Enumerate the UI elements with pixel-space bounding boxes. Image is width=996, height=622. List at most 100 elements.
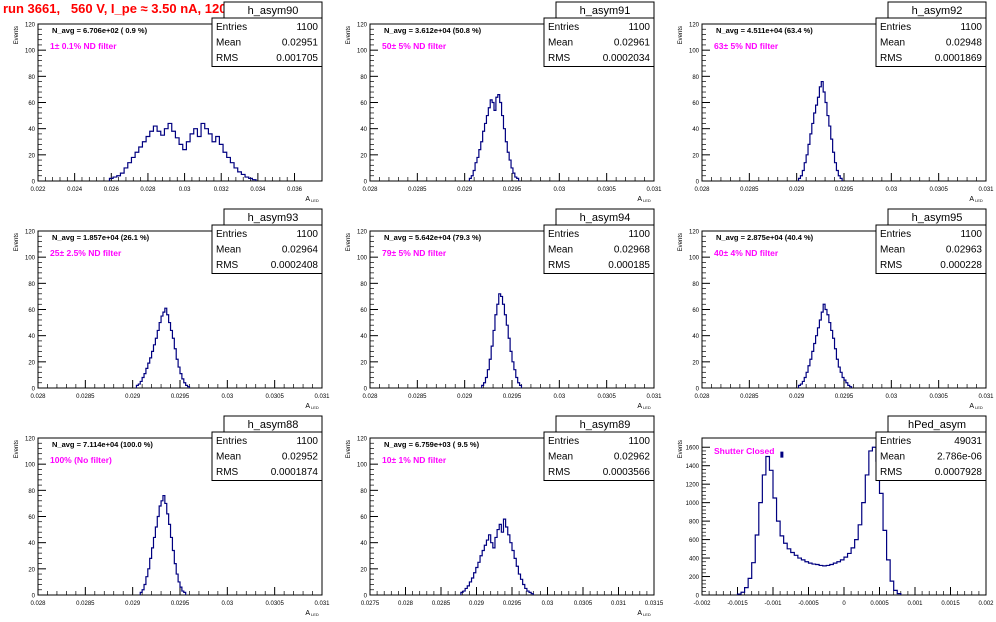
histogram-line bbox=[736, 446, 902, 595]
stats-box bbox=[875, 224, 987, 274]
x-tick-label: 0.03 bbox=[179, 187, 191, 193]
y-axis-label: Events bbox=[346, 233, 352, 251]
y-axis-label: Events bbox=[678, 26, 684, 44]
histogram-pad: 0 20 40 60 80 100 120 0.028 0.0285 0.029 0.0295 0.0… bbox=[678, 208, 994, 410]
stats-value: 0.02961 bbox=[614, 38, 651, 49]
stats-title: h_asym88 bbox=[248, 419, 299, 431]
y-tick-label: 20 bbox=[692, 153, 699, 159]
stats-box bbox=[211, 224, 323, 274]
x-tick-label: 0.029 bbox=[469, 601, 485, 607]
y-tick-label: 60 bbox=[360, 515, 367, 521]
navg-label: N_avg = 6.706e+02 ( 0.9 %) bbox=[52, 26, 148, 35]
stats-value: 0.02963 bbox=[946, 245, 983, 256]
stats-label: Mean bbox=[880, 38, 905, 49]
x-tick-label: 0.029 bbox=[125, 394, 141, 400]
x-tick-label: -0.001 bbox=[764, 601, 782, 607]
y-tick-label: 0 bbox=[696, 180, 700, 186]
x-tick-label: 0.028 bbox=[362, 394, 378, 400]
filter-label: 40± 4% ND filter bbox=[714, 248, 779, 258]
y-axis-label: Events bbox=[678, 233, 684, 251]
x-tick-label: 0.0305 bbox=[574, 601, 593, 607]
stats-value: 1100 bbox=[296, 22, 318, 33]
x-tick-label: 0.03 bbox=[221, 601, 233, 607]
x-tick-label: 0.0305 bbox=[597, 394, 616, 400]
filter-label: 1± 0.1% ND filter bbox=[50, 41, 117, 51]
histogram-line bbox=[460, 518, 534, 595]
y-tick-label: 80 bbox=[28, 489, 35, 495]
stats-value: 1100 bbox=[628, 436, 650, 447]
histogram-line bbox=[797, 303, 853, 388]
stats-label: Entries bbox=[880, 229, 911, 240]
y-tick-label: 100 bbox=[25, 463, 36, 469]
histogram-pad: 0 20 40 60 80 100 120 0.028 0.0285 0.029 0.0295 0.0… bbox=[14, 415, 330, 617]
y-tick-label: 400 bbox=[689, 557, 700, 563]
y-tick-label: 20 bbox=[28, 153, 35, 159]
stats-value: 1100 bbox=[628, 229, 650, 240]
y-tick-label: 80 bbox=[28, 75, 35, 81]
stats-label: Entries bbox=[880, 22, 911, 33]
x-tick-label: 0.0285 bbox=[408, 187, 427, 193]
stats-label: RMS bbox=[880, 260, 903, 271]
x-tick-label: 0.024 bbox=[67, 187, 83, 193]
y-tick-label: 40 bbox=[28, 127, 35, 133]
y-tick-label: 80 bbox=[360, 75, 367, 81]
filter-label: 100% (No filter) bbox=[50, 455, 112, 465]
x-tick-label: 0.0305 bbox=[597, 187, 616, 193]
x-axis-label: A bbox=[305, 196, 310, 203]
stats-value: 0.001705 bbox=[276, 53, 318, 64]
y-tick-label: 60 bbox=[360, 308, 367, 314]
x-tick-label: 0.029 bbox=[789, 394, 805, 400]
stats-label: Mean bbox=[216, 452, 241, 463]
histogram-line bbox=[797, 80, 843, 181]
y-tick-label: 1600 bbox=[686, 446, 700, 452]
x-tick-label: -0.0015 bbox=[727, 601, 748, 607]
y-tick-label: 40 bbox=[28, 541, 35, 547]
stats-value: 0.0003566 bbox=[603, 467, 651, 478]
x-tick-label: 0.0285 bbox=[432, 601, 451, 607]
stats-box bbox=[211, 17, 323, 67]
x-tick-label: 0.0295 bbox=[503, 187, 522, 193]
histogram-line bbox=[108, 122, 257, 181]
y-tick-label: 0 bbox=[696, 387, 700, 393]
x-tick-label: 0.029 bbox=[457, 187, 473, 193]
x-tick-label: 0.03 bbox=[553, 394, 565, 400]
stats-value: 0.02962 bbox=[614, 452, 651, 463]
stats-label: Entries bbox=[216, 22, 247, 33]
y-tick-label: 1000 bbox=[686, 501, 700, 507]
x-tick-label: 0.0285 bbox=[76, 601, 95, 607]
stats-box bbox=[875, 17, 987, 67]
x-tick-label: 0.028 bbox=[694, 394, 710, 400]
x-tick-label: 0.028 bbox=[30, 601, 46, 607]
x-tick-label: 0.0285 bbox=[740, 394, 759, 400]
x-tick-label: 0.001 bbox=[907, 601, 923, 607]
x-axis-label: A bbox=[637, 610, 642, 617]
x-tick-label: 0.031 bbox=[611, 601, 627, 607]
histogram-pad: 0 20 40 60 80 100 120 0.028 0.0285 0.029 0.0295 0.0… bbox=[346, 1, 662, 203]
y-tick-label: 80 bbox=[692, 282, 699, 288]
stats-label: RMS bbox=[880, 467, 903, 478]
y-tick-label: 120 bbox=[357, 23, 368, 29]
y-tick-label: 60 bbox=[28, 308, 35, 314]
stats-value: 1100 bbox=[628, 22, 650, 33]
x-tick-label: 0.0295 bbox=[835, 187, 854, 193]
y-tick-label: 0 bbox=[32, 387, 36, 393]
stats-label: Entries bbox=[216, 436, 247, 447]
x-tick-label: 0.0295 bbox=[503, 601, 522, 607]
x-tick-label: 0.03 bbox=[885, 187, 897, 193]
y-tick-label: 20 bbox=[360, 360, 367, 366]
x-tick-label: 0.0295 bbox=[835, 394, 854, 400]
x-tick-label: 0.036 bbox=[287, 187, 303, 193]
stats-label: Entries bbox=[548, 229, 579, 240]
x-tick-label: -0.0005 bbox=[798, 601, 819, 607]
filter-label: 63± 5% ND filter bbox=[714, 41, 779, 51]
histogram-line bbox=[135, 307, 191, 388]
histogram-pad: 0 20 40 60 80 100 120 0.028 0.0285 0.029 0.0295 0.0… bbox=[14, 208, 330, 410]
y-tick-label: 120 bbox=[25, 230, 36, 236]
y-tick-label: 40 bbox=[360, 127, 367, 133]
y-tick-label: 200 bbox=[689, 575, 700, 581]
x-axis-label: A bbox=[969, 403, 974, 410]
stats-value: 1100 bbox=[960, 22, 982, 33]
x-tick-label: 0.0305 bbox=[929, 394, 948, 400]
x-tick-label: 0.03 bbox=[221, 394, 233, 400]
